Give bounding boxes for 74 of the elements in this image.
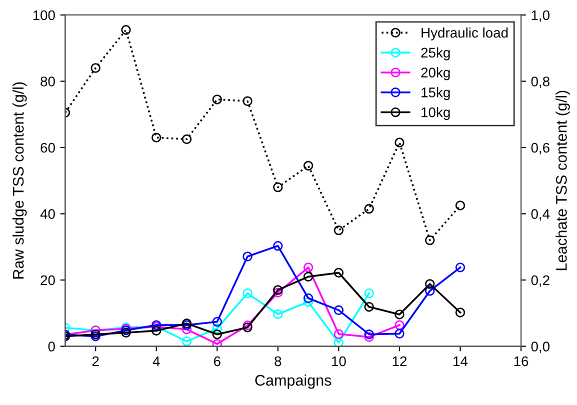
point [303,262,314,272]
y-tick-label: 60 [40,142,55,153]
point [121,328,131,338]
point [425,279,435,289]
point [394,310,404,320]
legend-label: 25kg [421,47,450,60]
point [364,288,374,298]
x-tick-label: 16 [514,356,528,366]
point [212,339,222,346]
point [273,309,283,319]
point [425,286,435,296]
point [334,225,344,236]
y2-axis-title: Leachate TSS content (g/l) [556,90,570,270]
point [182,324,192,334]
y-tick-label: 20 [40,275,55,286]
point [152,326,162,336]
y2-tick-label: 1,0 [532,10,550,22]
point [242,96,252,106]
point [212,329,222,340]
point [242,252,252,262]
point [455,200,466,210]
legend-label: 20kg [421,67,450,80]
point [273,241,283,251]
point [182,336,192,346]
point [212,324,222,334]
point [394,328,404,339]
y2-tick-label: 0,8 [531,76,550,88]
point [182,134,192,144]
point [455,262,466,272]
y-axis-title: Raw sludge TSS content (g/l) [12,82,27,279]
point [212,94,222,104]
y-tick-label: 40 [40,209,55,219]
y2-tick-label: 0,6 [531,142,550,154]
point [364,302,374,312]
point [303,272,314,282]
point [394,138,404,148]
point [334,305,344,316]
legend-label: 10kg [422,107,450,120]
point [334,268,344,278]
x-tick-label: 6 [214,356,220,366]
point [121,25,131,35]
y-tick-label: 100 [33,10,55,20]
point [303,160,314,171]
point [455,308,466,318]
point [273,285,283,295]
point [425,235,435,246]
point [242,288,252,298]
legend-label: 15kg [422,87,450,100]
point [152,132,162,142]
point [303,293,314,304]
legend-label: Hydraulic load [422,27,508,40]
y2-tick-label: 0,2 [531,275,550,287]
y-tick-label: 0 [48,342,55,352]
point [334,329,344,339]
point [303,297,314,307]
x-tick-label: 12 [392,356,407,366]
x-tick-label: 10 [332,356,346,366]
point [334,338,344,346]
x-tick-label: 4 [152,356,160,366]
y-tick-label: 80 [40,76,55,86]
point [212,316,222,327]
x-axis-title: Campaigns [255,374,332,389]
point [364,332,374,342]
point [273,182,283,192]
point [90,63,100,73]
point [273,288,283,298]
x-tick-label: 8 [274,356,282,366]
y2-tick-label: 0,4 [531,209,550,221]
point [364,204,374,214]
point [394,320,404,330]
x-tick-label: 14 [454,356,468,366]
x-tick-label: 2 [92,356,99,366]
y2-tick-label: 0,0 [531,342,550,354]
point [364,329,374,340]
